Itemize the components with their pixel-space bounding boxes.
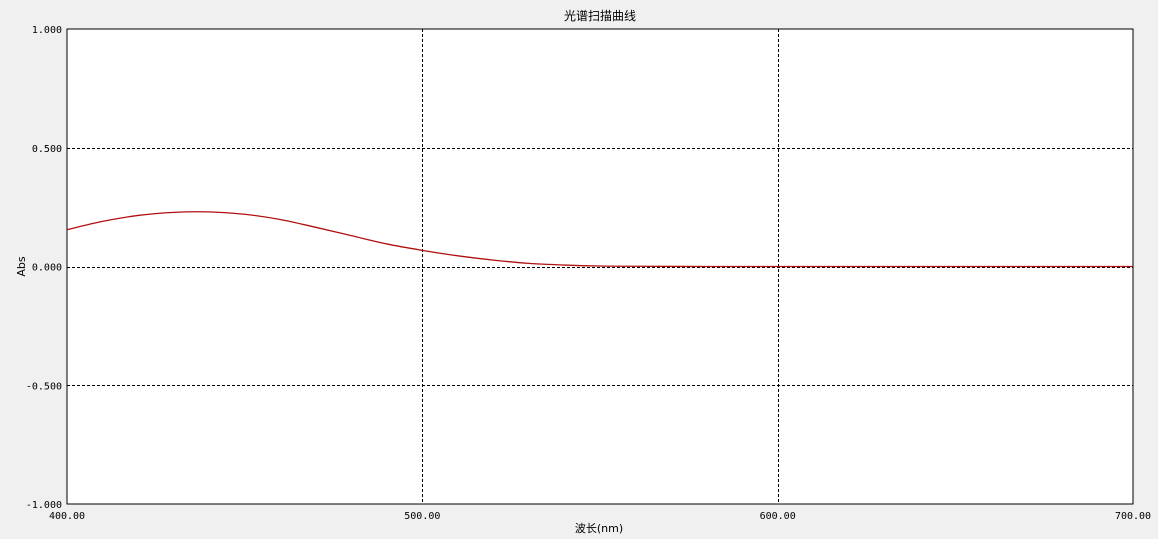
y-axis-label: Abs xyxy=(15,256,28,277)
x-tick-label: 400.00 xyxy=(49,511,85,522)
tick-labels: 400.00 500.00 600.00 700.00 -1.000 -0.500 0.00… xyxy=(26,25,1151,522)
chart-title: 光谱扫描曲线 xyxy=(564,9,636,23)
x-tick-label: 700.00 xyxy=(1115,511,1151,522)
y-tick-label: 1.000 xyxy=(32,25,62,36)
series-line xyxy=(66,211,1133,268)
y-tick-label: 0.000 xyxy=(32,263,62,274)
x-axis-label: 波长(nm) xyxy=(575,522,623,535)
x-tick-label: 600.00 xyxy=(760,511,796,522)
series-layer xyxy=(66,211,1133,268)
y-tick-label: -1.000 xyxy=(26,500,62,511)
y-tick-label: 0.500 xyxy=(32,144,62,155)
x-tick-label: 500.00 xyxy=(404,511,440,522)
y-tick-label: -0.500 xyxy=(26,381,62,392)
